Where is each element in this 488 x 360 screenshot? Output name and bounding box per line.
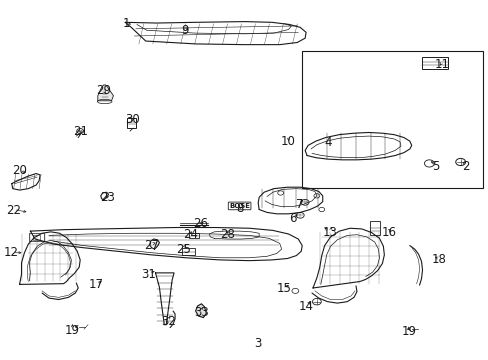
Text: 27: 27 [144,239,159,252]
Text: 9: 9 [181,24,188,37]
Text: 25: 25 [176,243,191,256]
Text: 28: 28 [220,228,235,241]
Text: 12: 12 [3,246,18,259]
Text: 3: 3 [254,337,262,350]
Text: 16: 16 [381,226,396,239]
Bar [302,51,482,188]
Text: 17: 17 [88,278,103,291]
Text: 29: 29 [96,84,111,97]
Bar [421,57,447,69]
Bar [182,248,194,255]
Text: 26: 26 [193,217,207,230]
Polygon shape [195,304,206,318]
Text: 8: 8 [235,202,243,215]
Text: 24: 24 [183,228,198,241]
Text: 10: 10 [281,135,295,148]
Text: 14: 14 [298,300,313,313]
Bar [127,118,136,128]
Text: 32: 32 [161,315,175,328]
Bar [33,235,40,240]
Text: 1: 1 [122,17,130,30]
Text: 18: 18 [431,253,446,266]
Text: 19: 19 [65,324,80,337]
Text: 6: 6 [288,212,296,225]
Text: 31: 31 [141,268,156,281]
Text: 23: 23 [100,191,115,204]
Text: 7: 7 [295,198,303,211]
Text: 2: 2 [461,160,468,173]
Text: 13: 13 [323,226,337,239]
Bar [369,221,380,235]
Text: 22: 22 [6,204,21,217]
Bar [29,233,44,241]
Text: 30: 30 [125,113,140,126]
Text: 19: 19 [401,325,415,338]
Text: 4: 4 [323,136,331,149]
Text: BOSE: BOSE [229,203,249,209]
Polygon shape [98,85,113,101]
Text: 11: 11 [434,58,448,71]
Text: 21: 21 [73,125,87,138]
Text: 15: 15 [276,282,290,295]
Text: 20: 20 [12,165,27,177]
Text: 33: 33 [194,306,208,319]
Text: 5: 5 [431,160,439,173]
Bar [188,233,198,238]
